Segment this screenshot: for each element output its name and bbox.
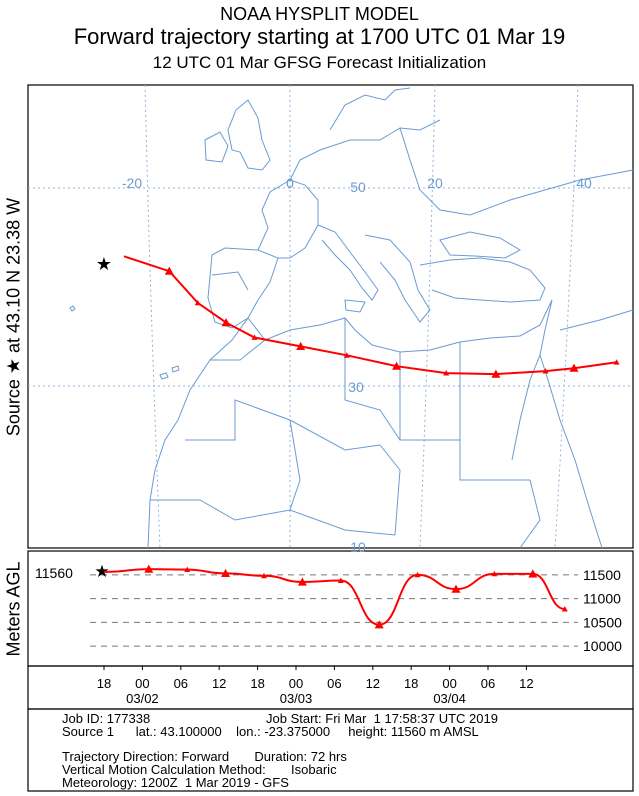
map-trajectory-point xyxy=(392,361,401,370)
longitude-label: -20 xyxy=(122,175,142,191)
time-axis-labels: 18 00 06 12 18 00 06 12 18 00 06 12 03/02 03/03 03/04 xyxy=(97,666,534,706)
map-frame xyxy=(27,84,634,549)
map-trajectory-point xyxy=(164,266,174,275)
date-label: 03/04 xyxy=(433,691,466,706)
longitude-label: 0 xyxy=(286,175,294,191)
map-grid-labels: -20 0 20 40 50 30 10 xyxy=(122,175,592,555)
map-trajectory-point xyxy=(613,359,620,365)
source-info: Source 1 lat.: 43.100000 lon.: -23.37500… xyxy=(62,724,479,739)
time-tick-label: 06 xyxy=(327,676,341,691)
height-trajectory-point xyxy=(144,564,154,573)
map-trajectory-point xyxy=(296,341,306,350)
height-trajectory-markers xyxy=(144,564,568,629)
height-trajectory-point xyxy=(184,566,191,573)
job-start: Job Start: Fri Mar 1 17:58:37 UTC 2019 xyxy=(266,711,498,726)
time-tick-label: 06 xyxy=(481,676,495,691)
map-source-star-icon: ★ xyxy=(96,254,112,274)
info-frame xyxy=(27,708,634,792)
height-tick-label: 10500 xyxy=(583,614,622,630)
height-trajectory-point xyxy=(337,577,344,583)
height-trajectory-point xyxy=(221,568,231,578)
latitude-label: 50 xyxy=(350,179,366,195)
height-tick-label: 11500 xyxy=(583,567,621,583)
date-label: 03/02 xyxy=(126,691,159,706)
height-tick-labels: 11500 11000 10500 10000 xyxy=(583,567,622,654)
height-trajectory-point xyxy=(374,620,384,629)
start-height-label: 11560 xyxy=(35,565,73,581)
height-tick-label: 10000 xyxy=(583,638,622,654)
longitude-label: 20 xyxy=(427,175,443,191)
longitude-label: 40 xyxy=(576,175,592,191)
date-label: 03/03 xyxy=(280,691,313,706)
map-trajectory-point xyxy=(251,334,258,340)
map-trajectory-point xyxy=(443,370,450,376)
time-tick-label: 18 xyxy=(97,676,111,691)
height-trajectory-line xyxy=(103,568,565,626)
time-tick-label: 06 xyxy=(174,676,188,691)
map-gridlines xyxy=(28,84,633,549)
height-trajectory-point xyxy=(261,572,267,579)
latitude-label: 30 xyxy=(348,379,364,395)
time-tick-label: 00 xyxy=(289,676,303,691)
map-trajectory-markers xyxy=(164,266,620,378)
coastlines xyxy=(69,87,634,549)
map-trajectory-point xyxy=(343,352,350,358)
job-id: Job ID: 177338 xyxy=(62,711,151,726)
map-trajectory-point xyxy=(542,368,549,374)
height-trajectory-point xyxy=(491,570,498,577)
map-trajectory-point xyxy=(569,363,579,372)
map-trajectory-point xyxy=(221,318,231,327)
plot-subtitle: 12 UTC 01 Mar GFSG Forecast Initializati… xyxy=(152,53,487,72)
plot-title: Forward trajectory starting at 1700 UTC … xyxy=(73,24,566,49)
time-tick-label: 12 xyxy=(366,676,380,691)
map-trajectory-line xyxy=(123,255,617,376)
map-trajectory-point xyxy=(194,299,201,306)
time-tick-label: 18 xyxy=(404,676,418,691)
time-tick-label: 00 xyxy=(135,676,149,691)
height-trajectory-point xyxy=(414,571,421,578)
trajectory-direction: Trajectory Direction: Forward Duration: … xyxy=(62,749,347,764)
height-tick-label: 11000 xyxy=(583,591,621,607)
height-trajectory-point xyxy=(297,577,307,586)
time-tick-label: 12 xyxy=(212,676,226,691)
vertical-motion-method: Vertical Motion Calculation Method: Isob… xyxy=(62,762,337,777)
map-trajectory-point xyxy=(491,369,501,378)
height-source-star-icon: ★ xyxy=(94,562,109,581)
time-tick-label: 18 xyxy=(250,676,264,691)
time-tick-label: 00 xyxy=(442,676,456,691)
model-name: NOAA HYSPLIT MODEL xyxy=(220,4,419,24)
height-trajectory-point xyxy=(561,606,568,612)
height-gridlines xyxy=(90,574,578,647)
height-trajectory-point xyxy=(528,569,538,578)
height-panel-frame xyxy=(27,550,634,667)
meteorology: Meteorology: 1200Z 1 Mar 2019 - GFS xyxy=(62,775,289,790)
latitude-label: 10 xyxy=(350,539,366,555)
time-tick-label: 12 xyxy=(519,676,533,691)
height-trajectory-point xyxy=(451,584,461,593)
